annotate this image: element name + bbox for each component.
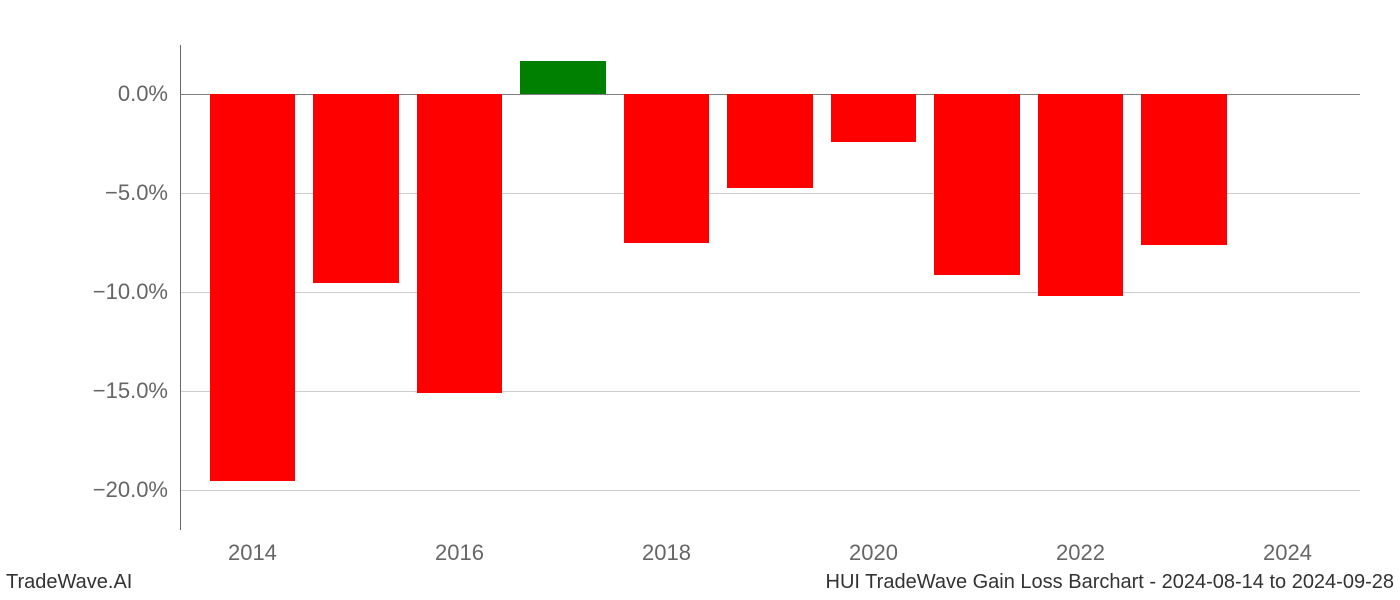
y-tick-label: −15.0% bbox=[93, 378, 180, 404]
bar bbox=[727, 94, 813, 187]
y-axis-line bbox=[180, 45, 181, 530]
bar bbox=[624, 94, 710, 242]
y-tick-label: −10.0% bbox=[93, 279, 180, 305]
bar bbox=[831, 94, 917, 142]
x-tick-label: 2014 bbox=[228, 530, 277, 566]
plot-area: 0.0%−5.0%−10.0%−15.0%−20.0%2014201620182… bbox=[180, 45, 1360, 530]
x-tick-label: 2020 bbox=[849, 530, 898, 566]
bar bbox=[210, 94, 296, 480]
footer-right: HUI TradeWave Gain Loss Barchart - 2024-… bbox=[826, 571, 1394, 594]
y-gridline bbox=[180, 490, 1360, 491]
bar bbox=[520, 61, 606, 95]
y-tick-label: 0.0% bbox=[118, 81, 180, 107]
bar bbox=[417, 94, 503, 393]
y-gridline bbox=[180, 292, 1360, 293]
y-gridline bbox=[180, 391, 1360, 392]
bar bbox=[313, 94, 399, 282]
y-tick-label: −20.0% bbox=[93, 477, 180, 503]
x-tick-label: 2018 bbox=[642, 530, 691, 566]
x-tick-label: 2022 bbox=[1056, 530, 1105, 566]
x-tick-label: 2016 bbox=[435, 530, 484, 566]
x-tick-label: 2024 bbox=[1263, 530, 1312, 566]
footer-left: TradeWave.AI bbox=[6, 571, 132, 594]
bar bbox=[934, 94, 1020, 274]
bar bbox=[1141, 94, 1227, 244]
chart-container: 0.0% −5.0% −10.0% −15.0% −20.0% 2014 2016 2018 2… bbox=[0, 0, 1400, 600]
bar bbox=[1038, 94, 1124, 296]
y-tick-label: −5.0% bbox=[105, 180, 180, 206]
